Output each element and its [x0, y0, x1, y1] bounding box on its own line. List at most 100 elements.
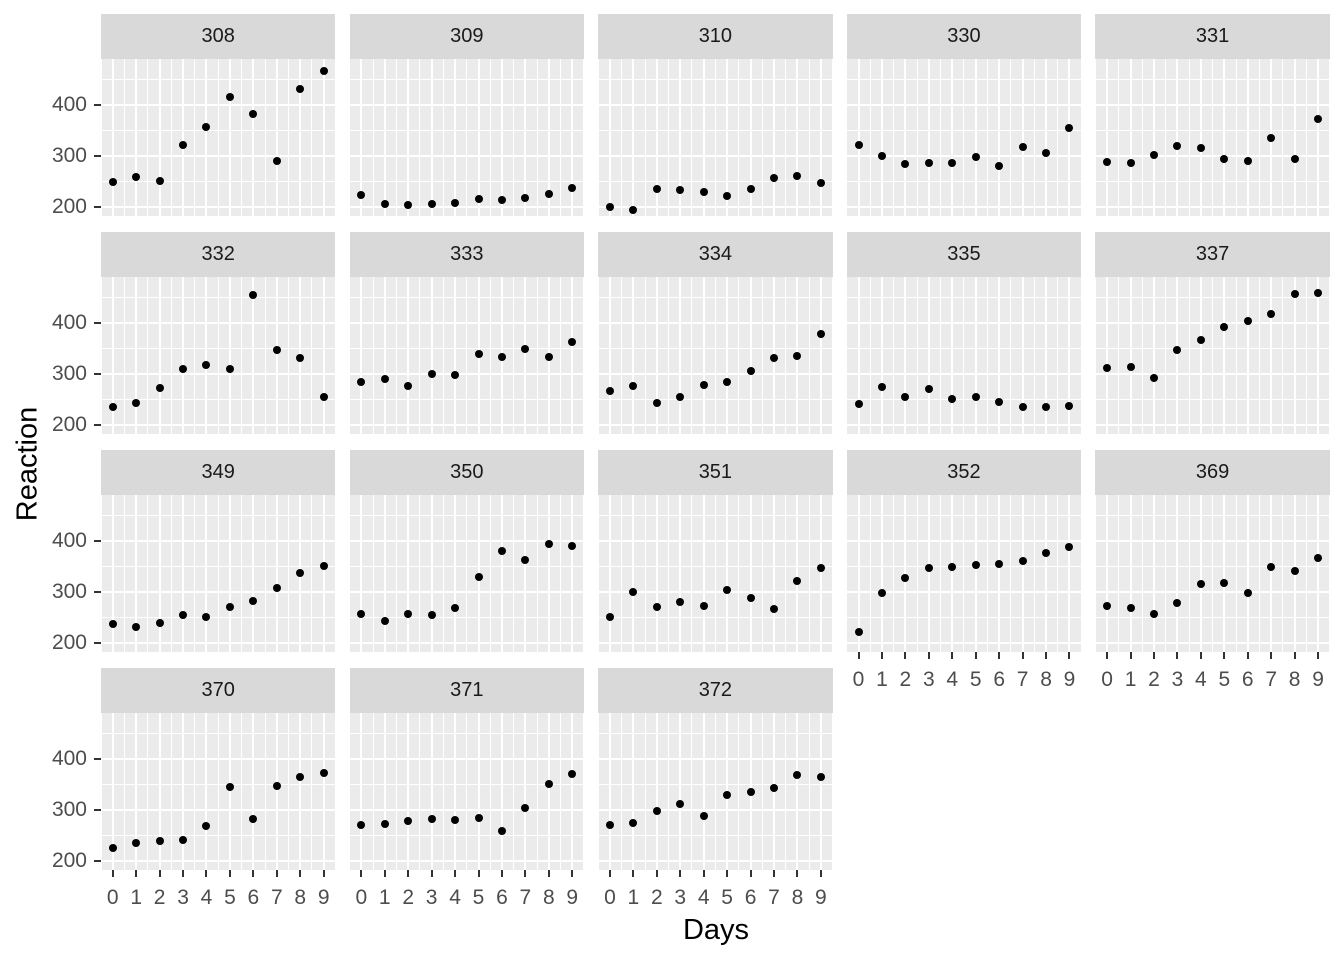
gridline-x-minor [101, 59, 102, 216]
gridline-x-minor [264, 59, 266, 216]
data-point [296, 772, 305, 781]
gridline-x-major [702, 277, 705, 434]
facet-panel [846, 495, 1082, 652]
data-point [474, 350, 483, 359]
data-point [699, 602, 708, 611]
gridline-x-minor [1095, 495, 1096, 652]
gridline-x-major [772, 59, 775, 216]
data-point [1018, 142, 1027, 151]
gridline-x-major [228, 495, 231, 652]
gridline-x-major [679, 277, 682, 434]
gridline-x-minor [832, 713, 833, 870]
x-tick-mark [205, 870, 208, 877]
data-point [296, 85, 305, 94]
gridline-x-minor [598, 277, 599, 434]
gridline-x-major [454, 713, 457, 870]
gridline-x-minor [583, 713, 584, 870]
gridline-x-major [500, 59, 503, 216]
gridline-x-major [608, 495, 611, 652]
x-tick-mark [275, 870, 278, 877]
data-point [132, 623, 141, 632]
data-point [249, 815, 258, 824]
x-tick-label: 3 [1171, 668, 1184, 691]
gridline-x-minor [785, 713, 787, 870]
gridline-x-major [1129, 59, 1132, 216]
facet-352: 352 [846, 450, 1082, 652]
gridline-x-minor [442, 277, 444, 434]
gridline-x-minor [513, 59, 515, 216]
gridline-x-minor [311, 495, 313, 652]
data-point [629, 819, 638, 828]
data-point [357, 191, 366, 200]
facet-strip: 335 [846, 232, 1082, 277]
data-point [629, 381, 638, 390]
gridline-x-major [182, 59, 185, 216]
facet-strip-label: 337 [1195, 243, 1230, 265]
x-tick-label: 5 [224, 886, 236, 909]
data-point [155, 618, 164, 627]
x-axis-title: Days [682, 914, 750, 946]
gridline-x-major [205, 713, 208, 870]
x-tick-label: 9 [317, 886, 330, 909]
gridline-x-minor [785, 495, 787, 652]
data-point [901, 393, 910, 402]
data-point [132, 172, 141, 181]
data-point [497, 353, 506, 362]
gridline-x-minor [621, 495, 623, 652]
facet-strip: 334 [598, 232, 833, 277]
gridline-x-major [322, 59, 325, 216]
gridline-x-major [1223, 59, 1226, 216]
gridline-x-major [360, 277, 363, 434]
facet-panel [349, 59, 584, 216]
gridline-x-minor [963, 277, 965, 434]
x-tick-mark [773, 870, 775, 877]
x-tick-mark [1293, 652, 1296, 659]
gridline-x-major [632, 59, 635, 216]
x-tick-label: 9 [566, 886, 579, 909]
gridline-x-minor [536, 495, 538, 652]
gridline-x-major [1176, 59, 1179, 216]
x-tick-label: 9 [1312, 668, 1324, 691]
facet-strip-label: 352 [947, 461, 981, 483]
gridline-x-minor [170, 277, 172, 434]
gridline-x-minor [1080, 495, 1082, 652]
gridline-x-major [430, 713, 433, 870]
gridline-x-minor [714, 59, 716, 216]
data-point [380, 616, 389, 625]
gridline-x-major [524, 59, 527, 216]
data-point [179, 140, 188, 149]
gridline-x-major [1129, 277, 1132, 434]
gridline-x-major [1152, 495, 1155, 652]
facet-330: 330 [846, 14, 1082, 216]
gridline-x-major [454, 277, 457, 434]
x-tick-label: 6 [744, 886, 757, 909]
gridline-x-major [1021, 59, 1024, 216]
x-tick-label: 4 [697, 886, 710, 909]
gridline-x-minor [1258, 495, 1260, 652]
gridline-x-minor [334, 277, 336, 434]
gridline-x-minor [598, 495, 599, 652]
gridline-x-major [904, 59, 907, 216]
data-point [816, 563, 825, 572]
x-tick-label: 3 [177, 886, 189, 909]
gridline-x-major [383, 495, 386, 652]
facet-strip: 337 [1095, 232, 1330, 277]
data-point [995, 560, 1004, 569]
gridline-x-minor [738, 495, 740, 652]
gridline-x-major [1223, 277, 1226, 434]
gridline-x-minor [668, 59, 669, 216]
data-point [108, 177, 117, 186]
gridline-x-major [749, 277, 752, 434]
gridline-x-minor [241, 713, 243, 870]
gridline-x-major [1068, 495, 1071, 652]
x-tick-label: 1 [1124, 668, 1137, 691]
y-tick-label: 200 [51, 630, 87, 654]
gridline-x-minor [334, 713, 336, 870]
gridline-x-minor [714, 713, 716, 870]
facet-strip-label: 369 [1195, 461, 1230, 483]
gridline-x-minor [1118, 495, 1120, 652]
gridline-x-major [1068, 59, 1071, 216]
data-point [971, 153, 980, 162]
gridline-x-minor [691, 59, 693, 216]
gridline-x-minor [264, 495, 266, 652]
